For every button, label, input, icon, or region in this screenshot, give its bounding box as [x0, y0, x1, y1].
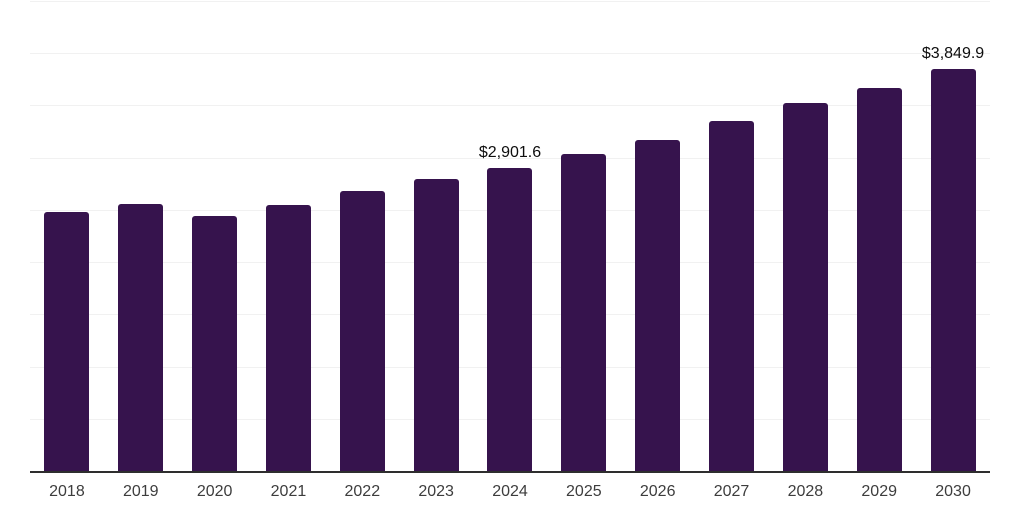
x-tick-2027: 2027 [713, 483, 750, 500]
x-tick-2026: 2026 [639, 483, 676, 500]
bar-2029 [856, 87, 902, 471]
bar-2028 [782, 102, 828, 471]
x-tick-2020: 2020 [196, 483, 233, 500]
data-label-2024: $2,901.6 [478, 143, 542, 161]
gridline-3500 [30, 105, 990, 107]
x-tick-2030: 2030 [935, 483, 971, 500]
bar-column-2026 [621, 1, 695, 471]
x-tick-2024: 2024 [492, 483, 528, 500]
bar-column-2030: $3,849.9 [916, 1, 990, 471]
gridline-4000 [30, 53, 990, 55]
x-tick-2023: 2023 [418, 483, 454, 500]
bar-column-2021 [252, 1, 326, 471]
bar-2022 [339, 190, 385, 471]
bar-2030 [930, 68, 976, 471]
bar-column-2020 [178, 1, 252, 471]
bar-2024 [487, 167, 533, 471]
bar-column-2018 [30, 1, 104, 471]
data-label-2030: $3,849.9 [921, 44, 985, 62]
bar-column-2023 [399, 1, 473, 471]
bar-2018 [44, 211, 90, 471]
x-tick-2018: 2018 [49, 483, 85, 500]
plot-area: $2,901.6 $3,849.9 [30, 1, 990, 473]
x-tick-2025: 2025 [566, 483, 602, 500]
bar-2023 [413, 178, 459, 471]
x-tick-2028: 2028 [787, 483, 824, 500]
bar-2019 [118, 203, 164, 471]
x-tick-2019: 2019 [122, 483, 159, 500]
gridline-3000 [30, 157, 990, 159]
bar-column-2024: $2,901.6 [473, 1, 547, 471]
bars-row: $2,901.6 $3,849.9 [30, 1, 990, 471]
bar-2026 [635, 139, 681, 471]
bar-2027 [709, 121, 755, 471]
gridline-4500 [30, 1, 990, 2]
bar-column-2029 [842, 1, 916, 471]
x-axis-labels: 2018 2019 2020 2021 2022 2023 2024 2025 2026 2027… [30, 477, 990, 501]
bar-2020 [192, 216, 238, 471]
bar-2021 [265, 205, 311, 471]
bar-column-2025 [547, 1, 621, 471]
bar-column-2022 [325, 1, 399, 471]
x-tick-2022: 2022 [344, 483, 381, 500]
x-tick-2029: 2029 [861, 483, 897, 500]
bar-column-2027 [695, 1, 769, 471]
bar-column-2028 [768, 1, 842, 471]
bar-column-2019 [104, 1, 178, 471]
x-tick-2021: 2021 [270, 483, 307, 500]
bar-2025 [561, 153, 607, 471]
